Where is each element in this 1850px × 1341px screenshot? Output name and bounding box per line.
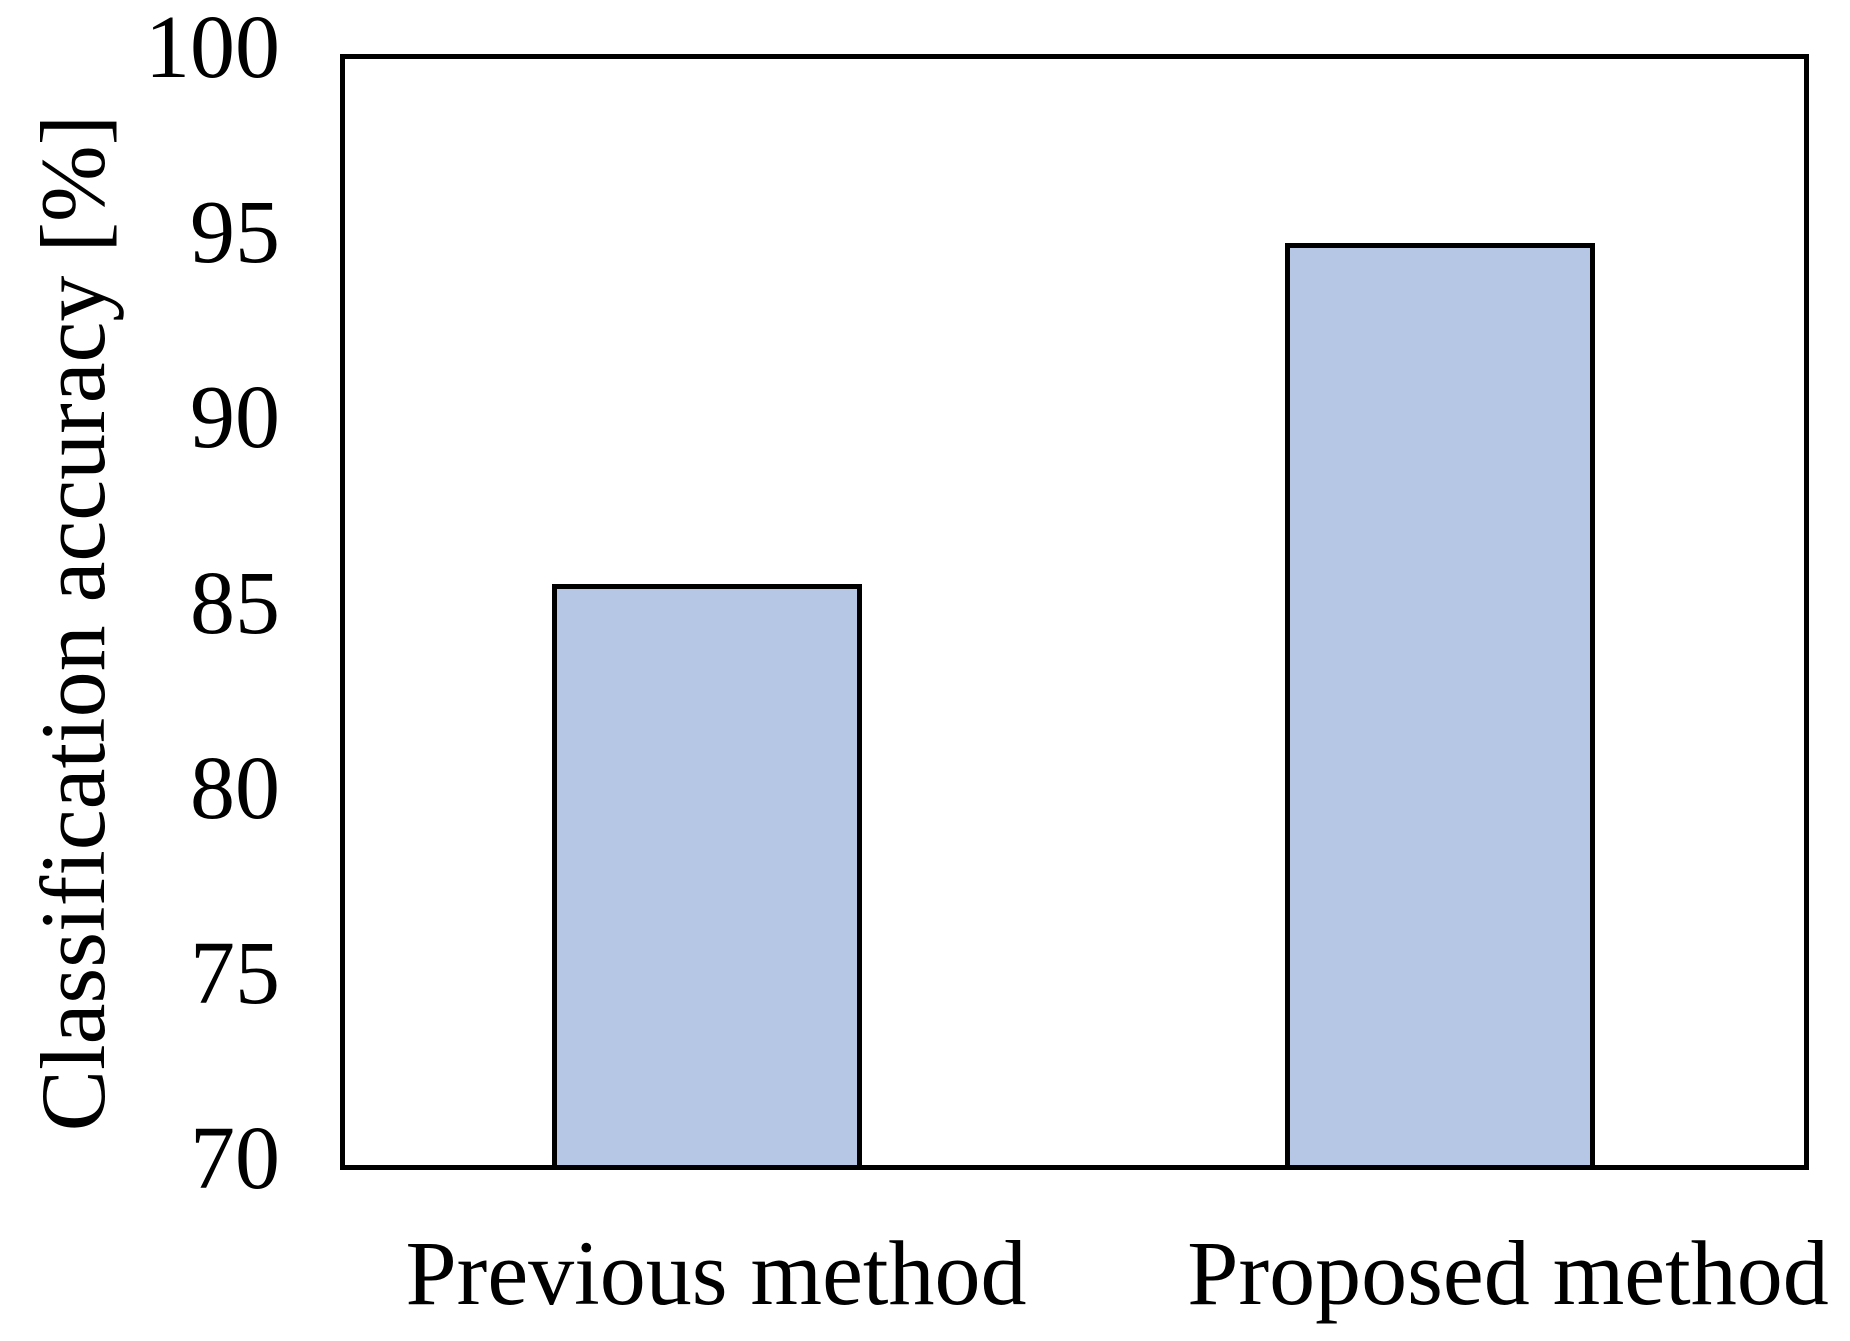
- x-category-label-proposed-method: Proposed method: [1187, 1222, 1829, 1324]
- y-tick-label-75: 75: [190, 923, 280, 1023]
- y-tick-label-80: 80: [190, 738, 280, 838]
- y-tick-label-85: 85: [190, 553, 280, 653]
- plot-area: [340, 54, 1809, 1170]
- y-tick-label-70: 70: [190, 1109, 280, 1208]
- y-axis-title: Classification accuracy [%]: [22, 114, 124, 1132]
- y-tick-label-95: 95: [190, 183, 280, 283]
- y-tick-label-100: 100: [145, 0, 280, 97]
- bar-previous-method: [552, 583, 862, 1165]
- bar-proposed-method: [1285, 242, 1595, 1165]
- y-tick-label-90: 90: [190, 368, 280, 468]
- x-category-label-previous-method: Previous method: [405, 1222, 1027, 1324]
